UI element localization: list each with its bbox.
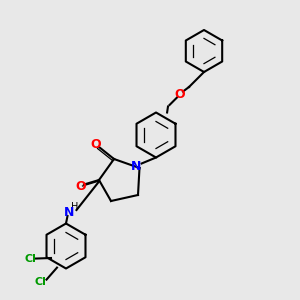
Text: H: H xyxy=(71,202,79,212)
Text: O: O xyxy=(91,137,101,151)
Text: Cl: Cl xyxy=(34,277,46,287)
Text: O: O xyxy=(175,88,185,101)
Text: O: O xyxy=(76,179,86,193)
Text: N: N xyxy=(64,206,74,220)
Text: Cl: Cl xyxy=(24,254,36,265)
Text: N: N xyxy=(131,160,142,173)
